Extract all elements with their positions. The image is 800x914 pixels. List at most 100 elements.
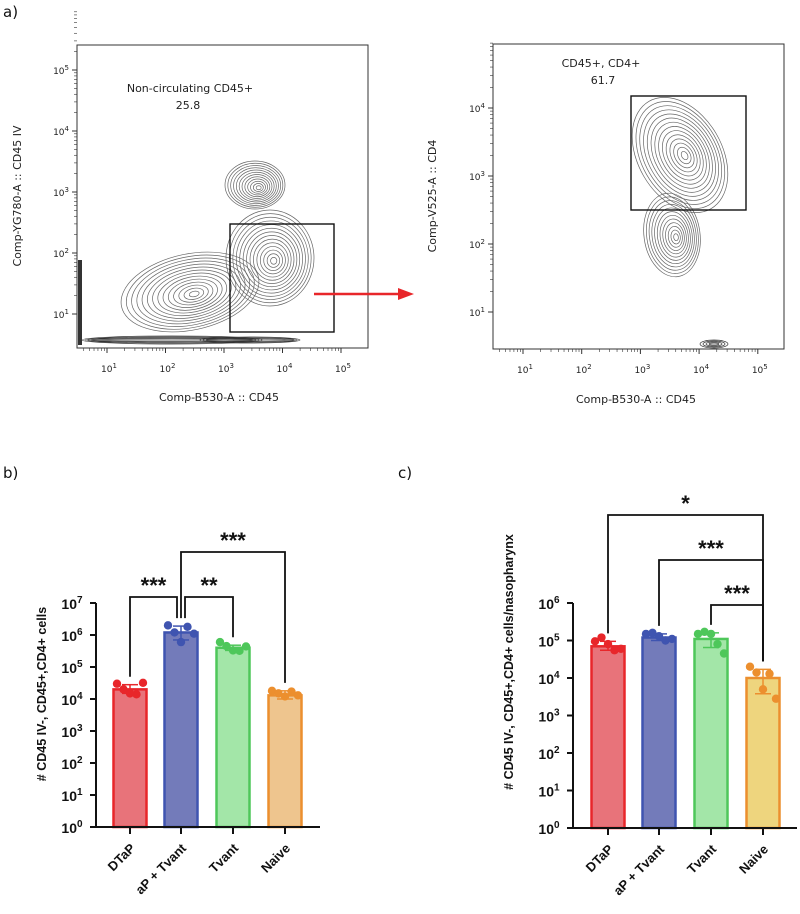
flow-plot-cd45-iv: Non-circulating CD45+ 25.8 Comp-B530-A :… (11, 11, 369, 404)
contour-line (665, 222, 685, 251)
data-point (112, 679, 122, 688)
y-tick-label: 104 (469, 102, 485, 115)
x-tick-label: 104 (693, 363, 709, 376)
contour-line (662, 218, 687, 255)
contour-line (152, 269, 232, 317)
bar-dtap (112, 688, 148, 829)
data-point (280, 692, 290, 701)
data-point (771, 694, 781, 703)
data-point (654, 632, 664, 641)
contour-line (120, 251, 260, 333)
data-point (222, 641, 231, 651)
contour-line (673, 142, 695, 169)
x-tick-label: Naive (736, 842, 771, 877)
x-tick-label: 105 (752, 363, 768, 376)
contour-line (631, 96, 729, 214)
y-tick-label: 103 (61, 723, 83, 740)
contour-line (90, 338, 254, 342)
x-tick-label: Naive (258, 841, 293, 876)
data-point (706, 629, 716, 639)
x-axis-label: Comp-B530-A :: CD45 (576, 393, 696, 406)
contour-line (249, 235, 295, 284)
bar-tvant (215, 646, 251, 829)
contour-density (631, 96, 729, 349)
y-tick-label: 101 (538, 783, 560, 800)
x-tick-label: Tvant (206, 840, 242, 876)
contour-line (259, 246, 286, 275)
arrow-head-icon (398, 288, 414, 300)
y-tick-label: 105 (538, 633, 560, 650)
significance-label: *** (724, 581, 750, 606)
contour-line (141, 263, 241, 322)
bar-ap-tvant (641, 636, 677, 830)
data-point (163, 621, 173, 630)
data-point (125, 689, 135, 698)
contour-line (238, 171, 275, 201)
data-point (228, 646, 238, 655)
y-tick-label: 103 (538, 708, 560, 725)
y-tick-label: 105 (53, 64, 69, 77)
significance-bracket (180, 551, 286, 683)
contour-line (87, 337, 257, 343)
contour-line (229, 213, 312, 304)
contour-line (225, 209, 315, 307)
y-axis-label: # CD45 IV-, CD45+,CD4+ cells/nasopharynx (502, 534, 516, 790)
significance-label: *** (220, 528, 246, 553)
bar-chart-cd4-nasopharynx: # CD45 IV-, CD45+,CD4+ cells/nasopharynx… (502, 491, 797, 898)
gate-label: CD45+, CD4+ (562, 57, 641, 70)
x-tick-label: 103 (634, 363, 650, 376)
contour-line (157, 272, 228, 314)
contour-line (224, 160, 286, 210)
bar-dtap (590, 645, 626, 830)
contour-line (654, 207, 693, 265)
contour-line (650, 117, 713, 193)
y-tick-label: 107 (61, 595, 83, 612)
significance-label: * (681, 491, 690, 516)
y-axis-label: Comp-V525-A :: CD4 (426, 140, 439, 253)
data-point (765, 669, 774, 678)
contour-line (227, 162, 284, 208)
contour-line (680, 151, 689, 161)
data-point (661, 636, 670, 645)
y-tick-label: 103 (469, 170, 485, 183)
y-tick-label: 102 (61, 755, 83, 772)
y-tick-label: 106 (538, 595, 560, 612)
contour-line (659, 214, 689, 258)
contour-line (173, 281, 214, 306)
contour-line (178, 284, 209, 303)
gate-arrow (314, 288, 414, 300)
x-tick-label: 104 (277, 362, 293, 375)
data-point (745, 662, 755, 671)
y-tick-label: 102 (538, 745, 560, 762)
panel-label-c: c) (398, 464, 412, 482)
y-tick-label: 101 (469, 306, 485, 319)
y-axis-label: Comp-YG780-A :: CD45 IV (11, 125, 24, 267)
data-point (176, 637, 186, 647)
contour-line (646, 196, 699, 274)
contour-line (256, 242, 289, 278)
y-tick-label: 102 (53, 247, 69, 260)
contour-line (266, 253, 281, 268)
significance-label: *** (698, 536, 724, 561)
contour-line (654, 121, 710, 189)
contour-line (235, 169, 277, 203)
contour-line (646, 113, 716, 197)
data-point (693, 629, 703, 639)
significance-label: ** (200, 573, 218, 598)
data-point (235, 646, 244, 656)
data-point (189, 629, 199, 638)
gate-rectangle (630, 95, 747, 211)
contour-line (670, 229, 681, 245)
significance-bracket (129, 596, 178, 677)
data-point (274, 689, 283, 698)
data-point (610, 646, 619, 655)
data-point (758, 685, 768, 694)
y-tick-label: 100 (61, 819, 83, 836)
contour-line (230, 165, 282, 206)
y-tick-label: 104 (61, 691, 83, 708)
contour-line (250, 180, 266, 194)
plot-frame (76, 44, 369, 349)
contour-line (702, 340, 726, 348)
contour-line (253, 238, 292, 281)
